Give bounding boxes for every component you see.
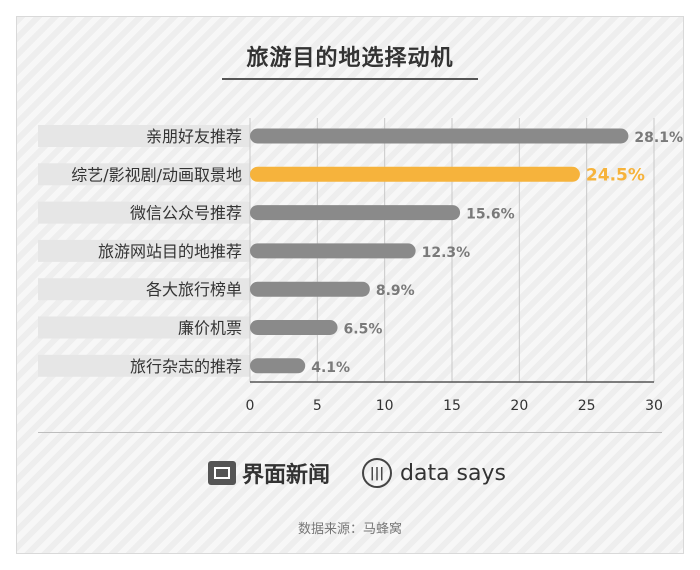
chart-title: 旅游目的地选择动机 (246, 46, 454, 71)
value-label: 4.1% (311, 360, 350, 376)
x-tick-label: 15 (443, 398, 461, 414)
value-label: 8.9% (376, 283, 415, 299)
category-band (38, 354, 250, 377)
category-label: 旅游网站目的地推荐 (98, 242, 242, 261)
x-tick-label: 10 (376, 398, 394, 414)
x-tick-label: 30 (645, 398, 663, 414)
bar (250, 128, 629, 144)
x-tick-label: 5 (313, 398, 322, 414)
data-says-logo: ||| data says (362, 454, 506, 492)
title-underline (222, 78, 478, 80)
category-label: 综艺/影视剧/动画取景地 (71, 165, 242, 184)
value-label: 24.5% (586, 165, 645, 185)
value-label: 15.6% (466, 207, 515, 223)
category-band (38, 316, 250, 339)
bar (250, 205, 461, 221)
x-tick-label: 0 (246, 398, 255, 414)
category-band (38, 278, 250, 301)
data-says-logo-text: data says (400, 460, 506, 486)
value-label: 28.1% (634, 130, 683, 146)
x-tick-label: 20 (510, 398, 528, 414)
category-label: 微信公众号推荐 (130, 204, 242, 223)
value-label: 6.5% (344, 322, 383, 338)
category-label: 廉价机票 (178, 319, 242, 338)
data-says-logo-icon: ||| (362, 458, 392, 488)
category-band (38, 163, 250, 186)
category-label: 旅行杂志的推荐 (130, 357, 242, 376)
data-source: 数据来源：马蜂窝 (297, 522, 402, 537)
category-band (38, 201, 250, 224)
category-band (38, 125, 250, 147)
category-label: 亲朋好友推荐 (146, 127, 242, 146)
x-tick-label: 25 (578, 398, 596, 414)
footer-divider (38, 432, 662, 433)
bar (250, 166, 580, 182)
jiemian-logo: 界面新闻 (208, 456, 330, 490)
jiemian-logo-icon (208, 461, 236, 485)
bar (250, 281, 370, 297)
bar (250, 358, 306, 374)
bar-chart: 0 5 10 15 20 25 30 亲朋好友推荐 28.1% 综艺/影视剧/动画取景地 24.5%… (38, 118, 683, 414)
bar (250, 320, 338, 335)
bar (250, 243, 416, 259)
category-label: 各大旅行榜单 (146, 280, 242, 299)
value-label: 12.3% (422, 245, 471, 261)
category-band (38, 239, 250, 262)
jiemian-logo-text: 界面新闻 (242, 463, 331, 488)
